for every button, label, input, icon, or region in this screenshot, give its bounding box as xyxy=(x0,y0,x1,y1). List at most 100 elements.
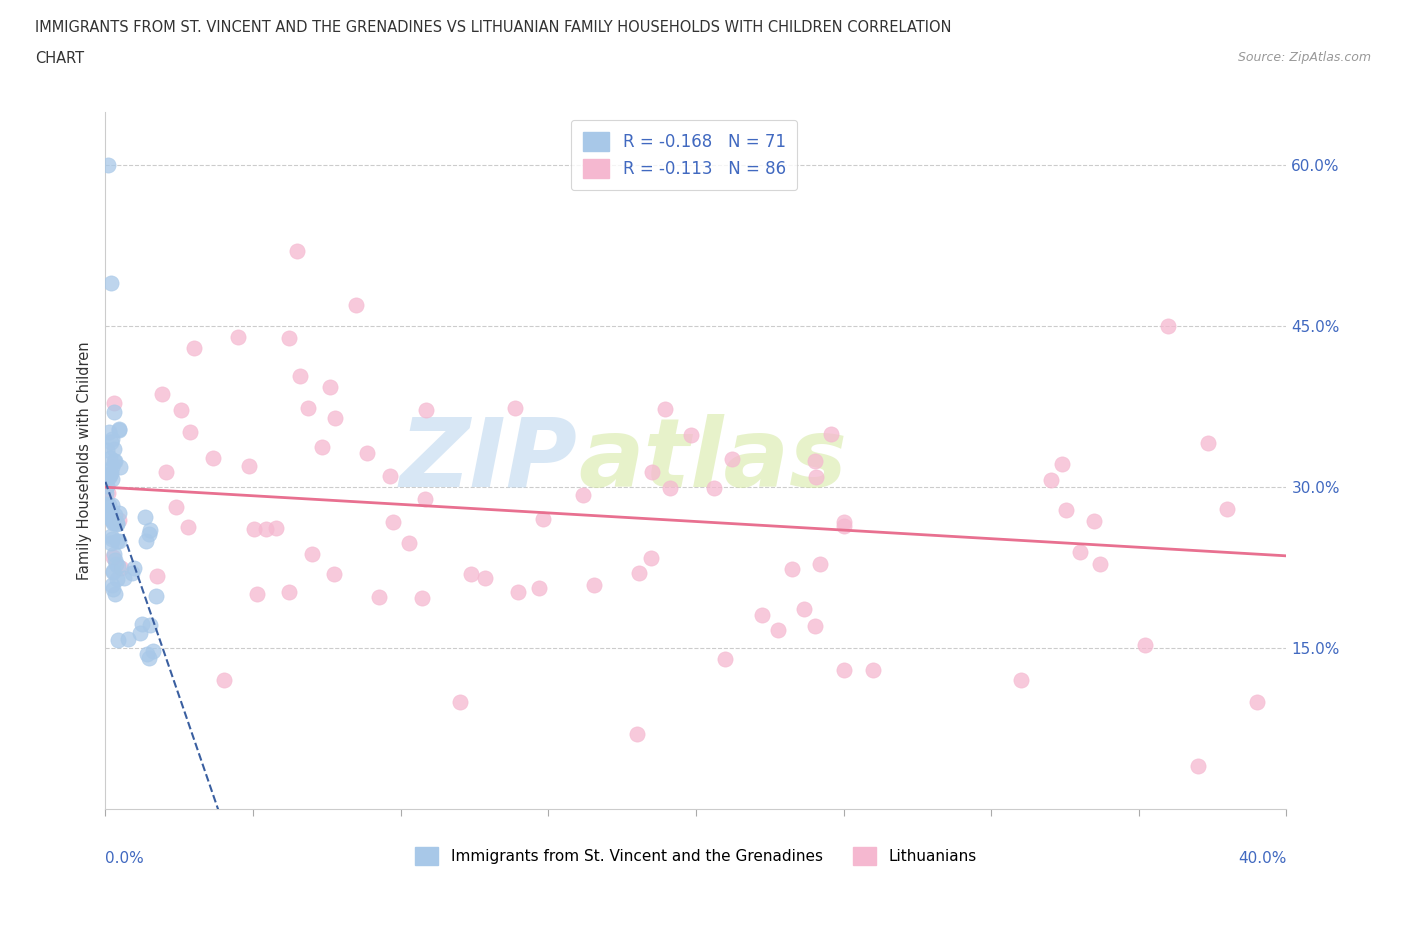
Point xyxy=(146,569,169,584)
Point xyxy=(531,512,554,526)
Point xyxy=(640,465,662,480)
Point xyxy=(1197,435,1219,450)
Point xyxy=(128,626,150,641)
Point xyxy=(808,556,831,571)
Point xyxy=(654,401,676,416)
Point xyxy=(145,589,167,604)
Point xyxy=(98,511,121,525)
Point xyxy=(98,498,121,512)
Point xyxy=(505,401,527,416)
Point xyxy=(98,450,121,465)
Point xyxy=(97,470,120,485)
Point xyxy=(323,411,346,426)
Point xyxy=(832,662,855,677)
Point xyxy=(101,514,124,529)
Point xyxy=(1088,557,1111,572)
Point xyxy=(108,512,131,527)
Point xyxy=(155,464,177,479)
Point xyxy=(228,329,250,344)
Point xyxy=(96,443,118,458)
Point xyxy=(150,387,173,402)
Point xyxy=(139,618,162,632)
Legend: Immigrants from St. Vincent and the Grenadines, Lithuanians: Immigrants from St. Vincent and the Gren… xyxy=(409,842,983,871)
Point xyxy=(1050,457,1073,472)
Point xyxy=(103,582,125,597)
Point xyxy=(107,632,129,647)
Point xyxy=(100,434,122,449)
Point xyxy=(1157,319,1180,334)
Point xyxy=(104,454,127,469)
Point xyxy=(1054,503,1077,518)
Point xyxy=(862,662,884,677)
Point xyxy=(527,581,550,596)
Point xyxy=(108,421,131,436)
Point xyxy=(297,401,319,416)
Point xyxy=(658,481,681,496)
Point xyxy=(105,556,128,571)
Point xyxy=(105,516,128,531)
Point xyxy=(793,602,815,617)
Point xyxy=(368,590,391,604)
Point xyxy=(318,379,340,394)
Point xyxy=(626,726,648,741)
Point xyxy=(97,158,120,173)
Point xyxy=(103,547,125,562)
Point xyxy=(105,516,128,531)
Point xyxy=(780,562,803,577)
Point xyxy=(179,425,201,440)
Point xyxy=(100,536,122,551)
Point xyxy=(165,500,187,515)
Point xyxy=(101,498,124,512)
Point xyxy=(101,459,124,474)
Point xyxy=(101,564,124,578)
Point xyxy=(804,618,827,633)
Point xyxy=(714,651,737,666)
Point xyxy=(356,445,378,460)
Point xyxy=(278,585,301,600)
Point xyxy=(96,478,118,493)
Point xyxy=(122,560,145,575)
Point xyxy=(138,650,160,665)
Point xyxy=(105,571,128,586)
Point xyxy=(628,565,651,580)
Point xyxy=(311,440,333,455)
Point xyxy=(288,369,311,384)
Point xyxy=(703,481,725,496)
Point xyxy=(246,587,269,602)
Point xyxy=(134,510,156,525)
Point xyxy=(104,552,127,567)
Point xyxy=(101,578,124,592)
Point xyxy=(103,442,125,457)
Point xyxy=(103,405,125,419)
Point xyxy=(138,527,160,542)
Point xyxy=(103,514,125,529)
Point xyxy=(96,463,118,478)
Point xyxy=(238,458,260,473)
Point xyxy=(571,487,593,502)
Point xyxy=(411,591,433,605)
Point xyxy=(97,425,120,440)
Point xyxy=(415,491,437,506)
Point xyxy=(110,561,132,576)
Point xyxy=(277,331,299,346)
Point xyxy=(100,528,122,543)
Text: Source: ZipAtlas.com: Source: ZipAtlas.com xyxy=(1237,51,1371,64)
Point xyxy=(398,536,420,551)
Point xyxy=(108,506,131,521)
Point xyxy=(94,485,117,500)
Point xyxy=(131,617,153,631)
Text: CHART: CHART xyxy=(35,51,84,66)
Point xyxy=(103,454,125,469)
Point xyxy=(117,631,139,646)
Point xyxy=(97,485,120,500)
Point xyxy=(415,403,437,418)
Point xyxy=(142,643,165,658)
Point xyxy=(101,472,124,486)
Point xyxy=(322,566,344,581)
Point xyxy=(1069,544,1091,559)
Point xyxy=(98,468,121,483)
Point xyxy=(832,519,855,534)
Point xyxy=(101,432,124,446)
Point xyxy=(640,551,662,565)
Point xyxy=(346,298,368,312)
